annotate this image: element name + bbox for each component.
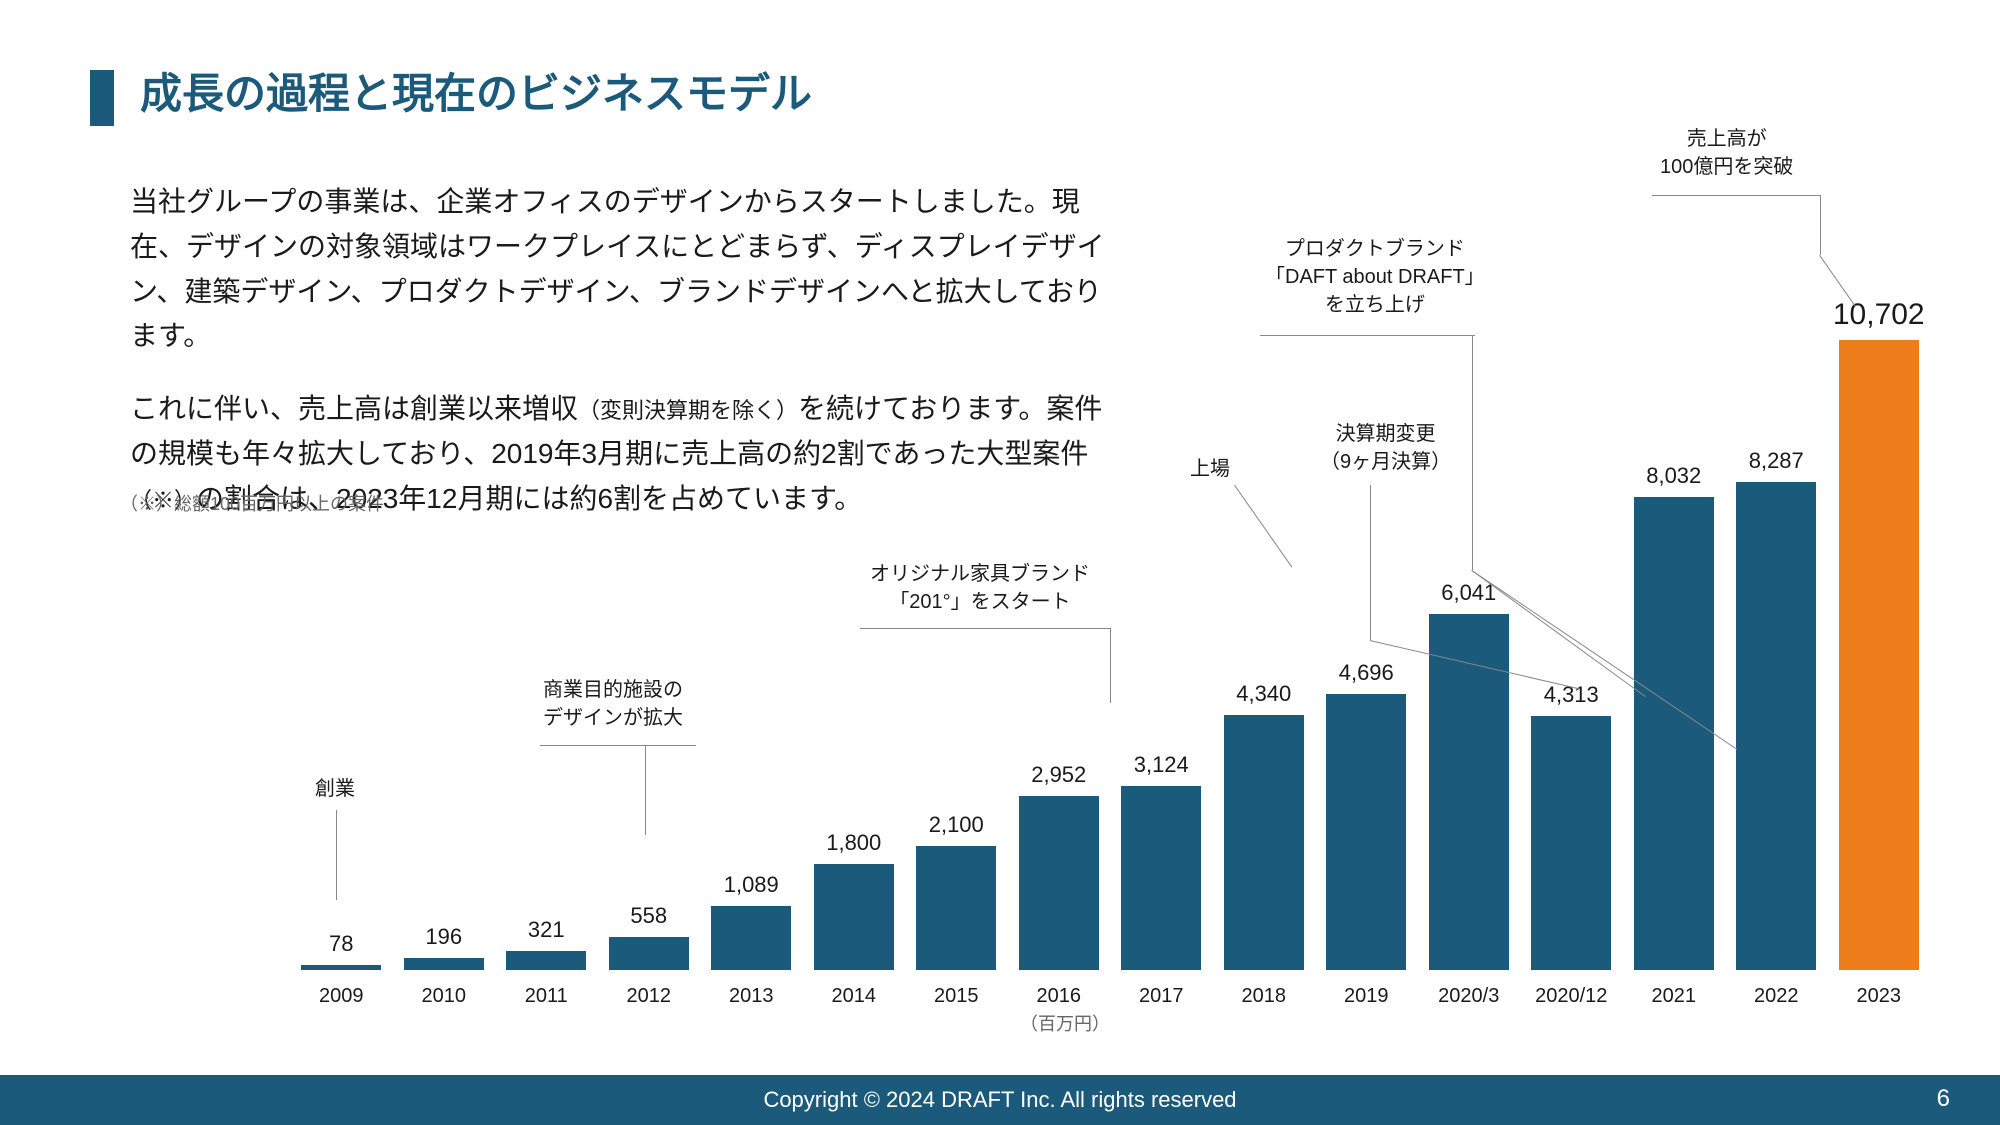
bar [609,937,689,970]
annotation-line [1652,195,1820,196]
bar-value-label: 10,702 [1833,298,1925,332]
bar [711,906,791,970]
bar-value-label: 2,100 [929,812,984,838]
bar-x-label: 2014 [832,985,877,1008]
annotation-line [1820,195,1821,255]
bar-value-label: 6,041 [1441,580,1496,606]
bar-x-label: 2012 [627,985,672,1008]
bar-cell: 10,7022023 [1828,298,1931,970]
bar-cell: 1,8002014 [803,830,906,970]
bar-value-label: 8,287 [1749,448,1804,474]
bar-cell: 1962010 [393,924,496,970]
bar-x-label: 2010 [422,985,467,1008]
annotation-line [1472,335,1473,570]
bar-value-label: 78 [329,931,353,957]
annotation-10b-yen: 売上高が100億円を突破 [1660,125,1793,181]
bar [1019,796,1099,970]
bar-cell: 4,3402018 [1213,681,1316,970]
bar [1429,614,1509,970]
bar [1224,715,1304,970]
annotation-furniture-brand: オリジナル家具ブランド「201°」をスタート [870,560,1090,616]
bar-value-label: 196 [425,924,462,950]
bar-cell: 782009 [290,931,393,970]
bar-cell: 8,0322021 [1623,463,1726,970]
page-number: 6 [1937,1085,1950,1113]
annotation-line [540,745,696,746]
annotation-line [860,628,1110,629]
bar-x-label: 2009 [319,985,364,1008]
slide: 成長の過程と現在のビジネスモデル 当社グループの事業は、企業オフィスのデザインか… [0,0,2000,1125]
revenue-bar-chart: 7820091962010321201155820121,08920131,80… [290,270,1930,970]
bar-x-label: 2013 [729,985,774,1008]
annotation-line [336,810,337,900]
bar [814,864,894,970]
bar-x-label: 2011 [525,985,568,1008]
bar [1121,786,1201,970]
bar-x-label: 2020/12 [1535,985,1607,1008]
bar-x-label: 2022 [1754,985,1799,1008]
bar-x-label: 2023 [1857,985,1902,1008]
bar-x-label: 2019 [1344,985,1389,1008]
annotation-line [1370,485,1371,640]
bar-x-label: 2015 [934,985,979,1008]
bar-x-label: 2021 [1652,985,1697,1008]
bar-cell: 5582012 [598,903,701,970]
bar-value-label: 1,800 [826,830,881,856]
bar [506,951,586,970]
bar-x-label: 2017 [1139,985,1184,1008]
bar-cell: 6,0412020/3 [1418,580,1521,970]
annotation-line [645,745,646,835]
bar-cell: 4,6962019 [1315,660,1418,970]
bar [1736,482,1816,970]
bar-value-label: 8,032 [1646,463,1701,489]
bar-value-label: 558 [630,903,667,929]
bar-cell: 2,1002015 [905,812,1008,970]
bar-cell: 4,3132020/12 [1520,682,1623,970]
title-accent-bar [90,70,114,126]
bar [1634,497,1714,970]
bar-x-label: 2016 [1037,985,1082,1008]
bar-value-label: 321 [528,917,565,943]
bar-cell: 3,1242017 [1110,752,1213,970]
annotation-line [1260,335,1475,336]
bar-value-label: 1,089 [724,872,779,898]
bar-value-label: 4,340 [1236,681,1291,707]
bar-value-label: 4,696 [1339,660,1394,686]
annotation-commercial: 商業目的施設のデザインが拡大 [543,676,683,732]
bar [916,846,996,970]
bar [1839,340,1919,970]
annotation-founding: 創業 [315,775,355,803]
bar-cell: 2,9522016 [1008,762,1111,970]
annotation-line [1110,628,1111,703]
annotation-ipo: 上場 [1190,455,1230,483]
annotation-product-brand: プロダクトブランド「DAFT about DRAFT」を立ち上げ [1265,235,1485,319]
bar [1326,694,1406,970]
footer-bar: Copyright © 2024 DRAFT Inc. All rights r… [0,1075,2000,1125]
bar-cell: 1,0892013 [700,872,803,970]
bar-cell: 3212011 [495,917,598,970]
annotation-fiscal-change: 決算期変更（9ヶ月決算） [1320,420,1451,476]
bar-x-label: 2020/3 [1438,985,1499,1008]
copyright-text: Copyright © 2024 DRAFT Inc. All rights r… [763,1087,1236,1113]
bar-x-label: 2018 [1242,985,1287,1008]
slide-title: 成長の過程と現在のビジネスモデル [140,60,812,121]
bar-cell: 8,2872022 [1725,448,1828,970]
bar-value-label: 3,124 [1134,752,1189,778]
bar-value-label: 2,952 [1031,762,1086,788]
bar [301,965,381,970]
bar [404,958,484,970]
y-axis-unit: （百万円） [1020,1010,1110,1036]
bar [1531,716,1611,970]
